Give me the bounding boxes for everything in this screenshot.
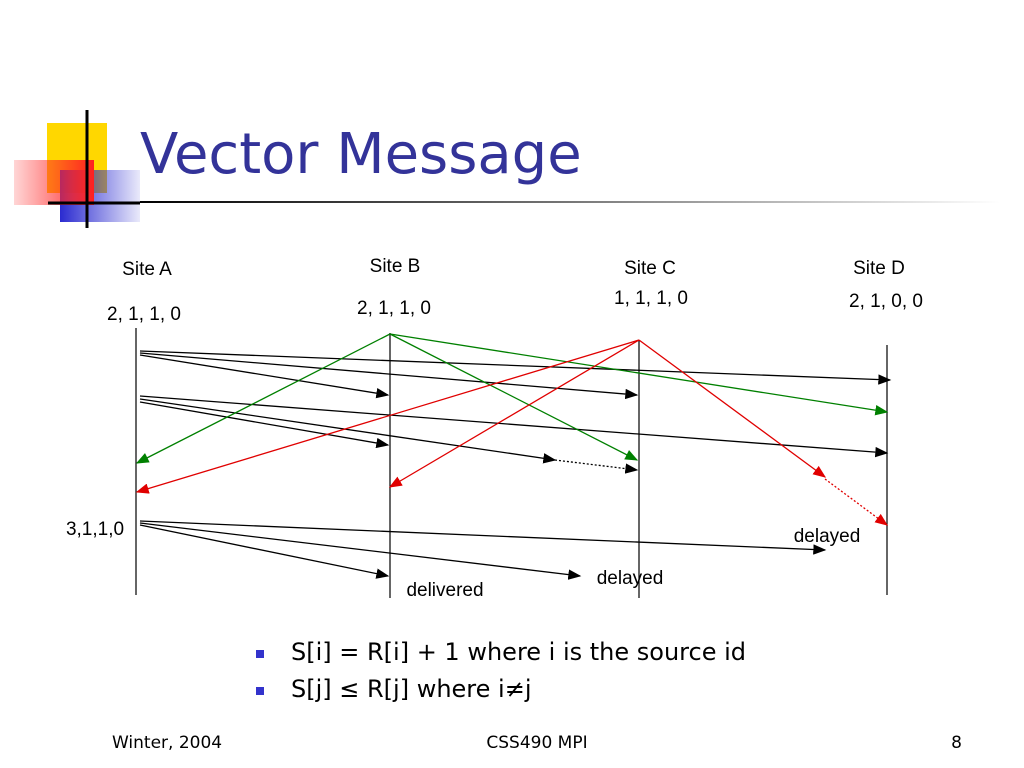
bullet: S[i] = R[i] + 1 where i is the source id [291,638,746,666]
site-vector: 1, 1, 1, 0 [614,288,688,309]
messages [135,333,892,580]
bullet-marker [256,650,264,658]
footer-left: Winter, 2004 [112,733,222,753]
site-vector: 2, 1, 0, 0 [849,291,923,312]
arrow [554,459,639,474]
arrow [139,395,889,458]
shape [14,160,94,205]
arrow [139,401,390,449]
arrow [139,522,582,580]
bullet: S[j] ≤ R[j] where i≠j [291,675,531,703]
site-label: Site D [853,258,905,279]
title: Vector Message [140,122,582,187]
footer-right: 8 [951,733,962,753]
bullet-marker [256,687,264,695]
arrow [389,333,639,461]
site-label: Site C [624,258,676,279]
arrow [139,354,390,399]
arrow [824,478,889,526]
arrow [135,333,391,464]
arrow [139,352,639,400]
delivered-label: delivered [406,580,483,601]
logo [14,110,140,228]
arrow [139,524,390,579]
delayed-label: delayed [794,526,861,547]
arrow [638,339,827,478]
arrow [139,398,557,464]
site-vector: 2, 1, 1, 0 [357,298,431,319]
arrow [389,333,889,416]
title-rule [140,201,1000,203]
arrow [388,339,640,488]
site-label: Site B [370,256,421,277]
site-vector: 2, 1, 1, 0 [107,304,181,325]
delayed-label: delayed [597,568,664,589]
arrow [135,339,640,494]
new-vector: 3,1,1,0 [66,519,124,540]
arrow [139,520,827,555]
timelines [135,328,888,598]
site-label: Site A [122,259,172,280]
footer-center: CSS490 MPI [486,733,587,753]
arrow [139,350,892,385]
